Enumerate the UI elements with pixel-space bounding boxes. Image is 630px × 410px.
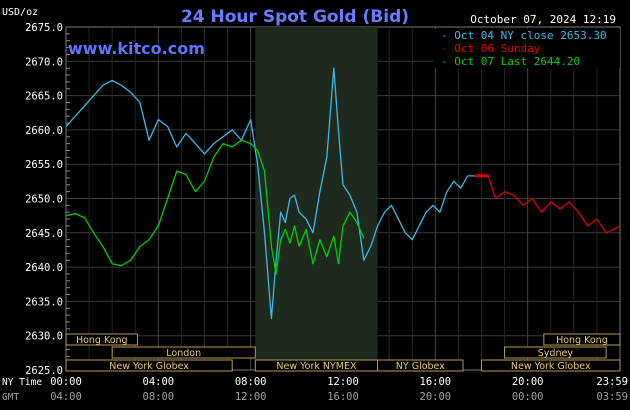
session-label: London <box>166 348 201 359</box>
legend-bg <box>433 42 620 55</box>
legend-bg <box>433 55 620 68</box>
y-tick-label: 2630.0 <box>25 331 63 343</box>
highlight-band-rect <box>255 27 378 370</box>
session-bar <box>504 346 607 359</box>
x-tick-label: 16:00 <box>420 376 452 388</box>
timestamp: October 07, 2024 12:19 <box>470 13 616 26</box>
session-bar <box>481 359 621 372</box>
y-axis-label: USD/oz <box>2 7 38 18</box>
x-tick-label: 12:00 <box>327 376 359 388</box>
y-tick-label: 2635.0 <box>25 296 63 308</box>
session-label: New York Globex <box>109 361 189 372</box>
x-axis: NY Time 00:00 04:00 08:00 12:00 16:00 20:00 23:… <box>2 376 628 403</box>
session-label: New York Globex <box>511 361 591 372</box>
session-label: Hong Kong <box>556 335 608 346</box>
x-tick-label: 12:00 <box>235 391 267 403</box>
session-bar <box>377 359 464 372</box>
y-axis: 2675.0 2670.0 2665.0 2660.0 2655.0 2650.0 2645… <box>25 22 63 377</box>
x-tick-label: 04:00 <box>50 391 82 403</box>
legend-entry-2: - Oct 07 Last 2644.20 <box>441 55 580 68</box>
y-tick-label: 2670.0 <box>25 56 63 68</box>
session-bar <box>543 333 621 346</box>
session-bar <box>65 333 139 346</box>
x-tick-label: 23:59 <box>596 376 628 388</box>
x-row-label: GMT <box>2 392 19 403</box>
watermark: www.kitco.com <box>68 39 205 58</box>
session-label: Hong Kong <box>76 335 128 346</box>
session-label: New York NYMEX <box>276 361 357 372</box>
nymex-highlight-band <box>255 27 378 370</box>
legend-entry-1: - Oct 06 Sunday <box>441 42 541 55</box>
x-tick-label: 16:00 <box>327 391 359 403</box>
session-bar <box>111 346 256 359</box>
session-bar <box>65 359 233 372</box>
y-tick-label: 2660.0 <box>25 125 63 137</box>
series-line-1 <box>474 175 621 234</box>
y-tick-label: 2640.0 <box>25 262 63 274</box>
x-tick-label: 20:00 <box>512 376 544 388</box>
y-tick-label: 2625.0 <box>25 365 63 377</box>
y-tick-label: 2645.0 <box>25 228 63 240</box>
series-line-2 <box>65 139 365 275</box>
y-tick-label: 2665.0 <box>25 91 63 103</box>
x-tick-label: 20:00 <box>420 391 452 403</box>
x-tick-label: 08:00 <box>235 376 267 388</box>
x-tick-label: 03:59 <box>596 391 628 403</box>
y-tick-label: 2675.0 <box>25 22 63 34</box>
x-tick-label: 00:00 <box>50 376 82 388</box>
session-bars: Hong Kong London New York Globex New York N… <box>65 333 621 372</box>
series-line-0 <box>65 67 475 320</box>
session-label: Sydney <box>538 348 574 359</box>
x-tick-label: 04:00 <box>143 376 175 388</box>
legend-bg <box>433 29 620 42</box>
y-tick-label: 2655.0 <box>25 159 63 171</box>
series-layer <box>65 67 621 320</box>
x-tick-label: 08:00 <box>143 391 175 403</box>
x-row-label: NY Time <box>2 377 42 388</box>
chart-title: 24 Hour Spot Gold (Bid) <box>181 7 409 27</box>
legend-entry-0: - Oct 04 NY close 2653.30 <box>441 29 607 42</box>
session-label: NY Globex <box>396 361 445 372</box>
x-tick-label: 00:00 <box>512 391 544 403</box>
y-tick-label: 2650.0 <box>25 194 63 206</box>
legend: - Oct 04 NY close 2653.30- Oct 06 Sunday… <box>433 29 620 68</box>
